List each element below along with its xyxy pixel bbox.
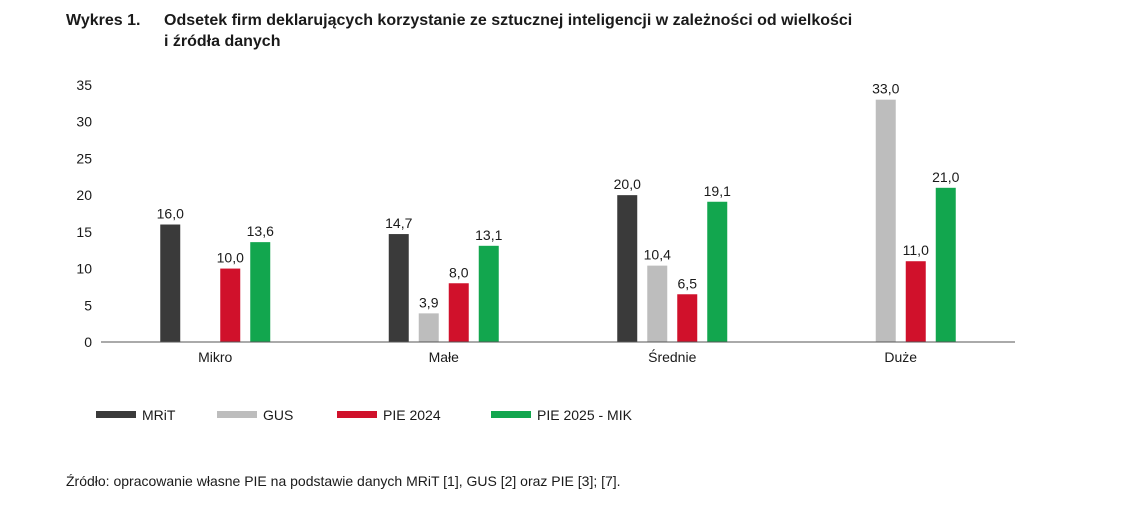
x-tick-label: Mikro: [198, 349, 232, 365]
data-label: 16,0: [157, 206, 184, 222]
chart-title-line1: Odsetek firm deklarujących korzystanie z…: [164, 12, 853, 29]
x-tick-label: Średnie: [648, 348, 696, 365]
x-tick-label: Duże: [884, 349, 917, 365]
legend-label: PIE 2025 - MIK: [537, 407, 633, 423]
bars: [160, 99, 956, 342]
bar-gus-3: [875, 99, 896, 342]
legend-swatch: [96, 411, 136, 418]
legend-item-pie-2024: PIE 2024: [337, 407, 441, 423]
chart-title: Wykres 1. Odsetek firm deklarujących korz…: [66, 10, 852, 52]
value-labels: 16,0 10,013,6 14,7 3,9 8,0 13,1 20,0 10,4 6,5 19,…: [157, 81, 960, 311]
y-tick-label: 0: [84, 334, 92, 350]
chart-number: Wykres 1.: [66, 12, 141, 29]
legend-swatch: [491, 411, 531, 418]
legend-item-mrit: MRiT: [96, 407, 176, 423]
data-label: 21,0: [932, 169, 959, 185]
x-axis: Mikro Małe Średnie Duże: [101, 341, 1015, 365]
legend-item-pie-2025-mik: PIE 2025 - MIK: [491, 407, 633, 423]
data-label: 10,0: [217, 250, 244, 266]
bar-mrit-1: [388, 234, 409, 342]
bar-gus-1: [418, 313, 439, 342]
bar-pie-2024-2: [677, 294, 698, 342]
data-label: 20,0: [614, 176, 641, 192]
bar-pie-2025-mik-3: [935, 187, 956, 342]
bar-mrit-2: [617, 195, 638, 342]
bar-pie-2024-3: [905, 261, 926, 342]
y-tick-label: 25: [76, 150, 92, 166]
bar-gus-2: [647, 265, 668, 342]
legend-label: GUS: [263, 407, 293, 423]
data-label: 13,6: [247, 223, 274, 239]
x-tick-label: Małe: [429, 349, 460, 365]
y-tick-label: 5: [84, 297, 92, 313]
data-label: 11,0: [903, 242, 929, 258]
y-tick-label: 10: [76, 261, 92, 277]
bar-pie-2025-mik-1: [478, 245, 499, 342]
bar-mrit-0: [160, 224, 181, 342]
bar-pie-2025-mik-0: [250, 242, 271, 342]
y-tick-label: 15: [76, 224, 92, 240]
chart-title-line2: i źródła danych: [164, 33, 281, 50]
legend: MRiT GUS PIE 2024 PIE 2025 - MIK: [96, 407, 633, 423]
source-note: Źródło: opracowanie własne PIE na podsta…: [66, 473, 621, 489]
y-tick-label: 30: [76, 114, 92, 130]
legend-label: PIE 2024: [383, 407, 441, 423]
data-label: 6,5: [678, 275, 698, 291]
data-label: 33,0: [872, 81, 899, 97]
data-label: 8,0: [449, 264, 469, 280]
y-axis: 0 5 10 15 20 25 30 35: [76, 77, 92, 350]
data-label: 3,9: [419, 294, 439, 310]
legend-label: MRiT: [142, 407, 176, 423]
legend-swatch: [217, 411, 257, 418]
bar-pie-2024-1: [448, 283, 469, 342]
data-label: 10,4: [644, 247, 671, 263]
bar-pie-2024-0: [220, 268, 241, 342]
bar-chart: 0 5 10 15 20 25 30 35 16,0 10,013,6 14,7 3,9 8,0 13,…: [76, 77, 1015, 423]
legend-item-gus: GUS: [217, 407, 293, 423]
bar-pie-2025-mik-2: [707, 201, 728, 342]
data-label: 14,7: [385, 215, 412, 231]
y-tick-label: 35: [76, 77, 92, 93]
data-label: 19,1: [704, 183, 731, 199]
legend-swatch: [337, 411, 377, 418]
y-tick-label: 20: [76, 187, 92, 203]
data-label: 13,1: [475, 227, 502, 243]
